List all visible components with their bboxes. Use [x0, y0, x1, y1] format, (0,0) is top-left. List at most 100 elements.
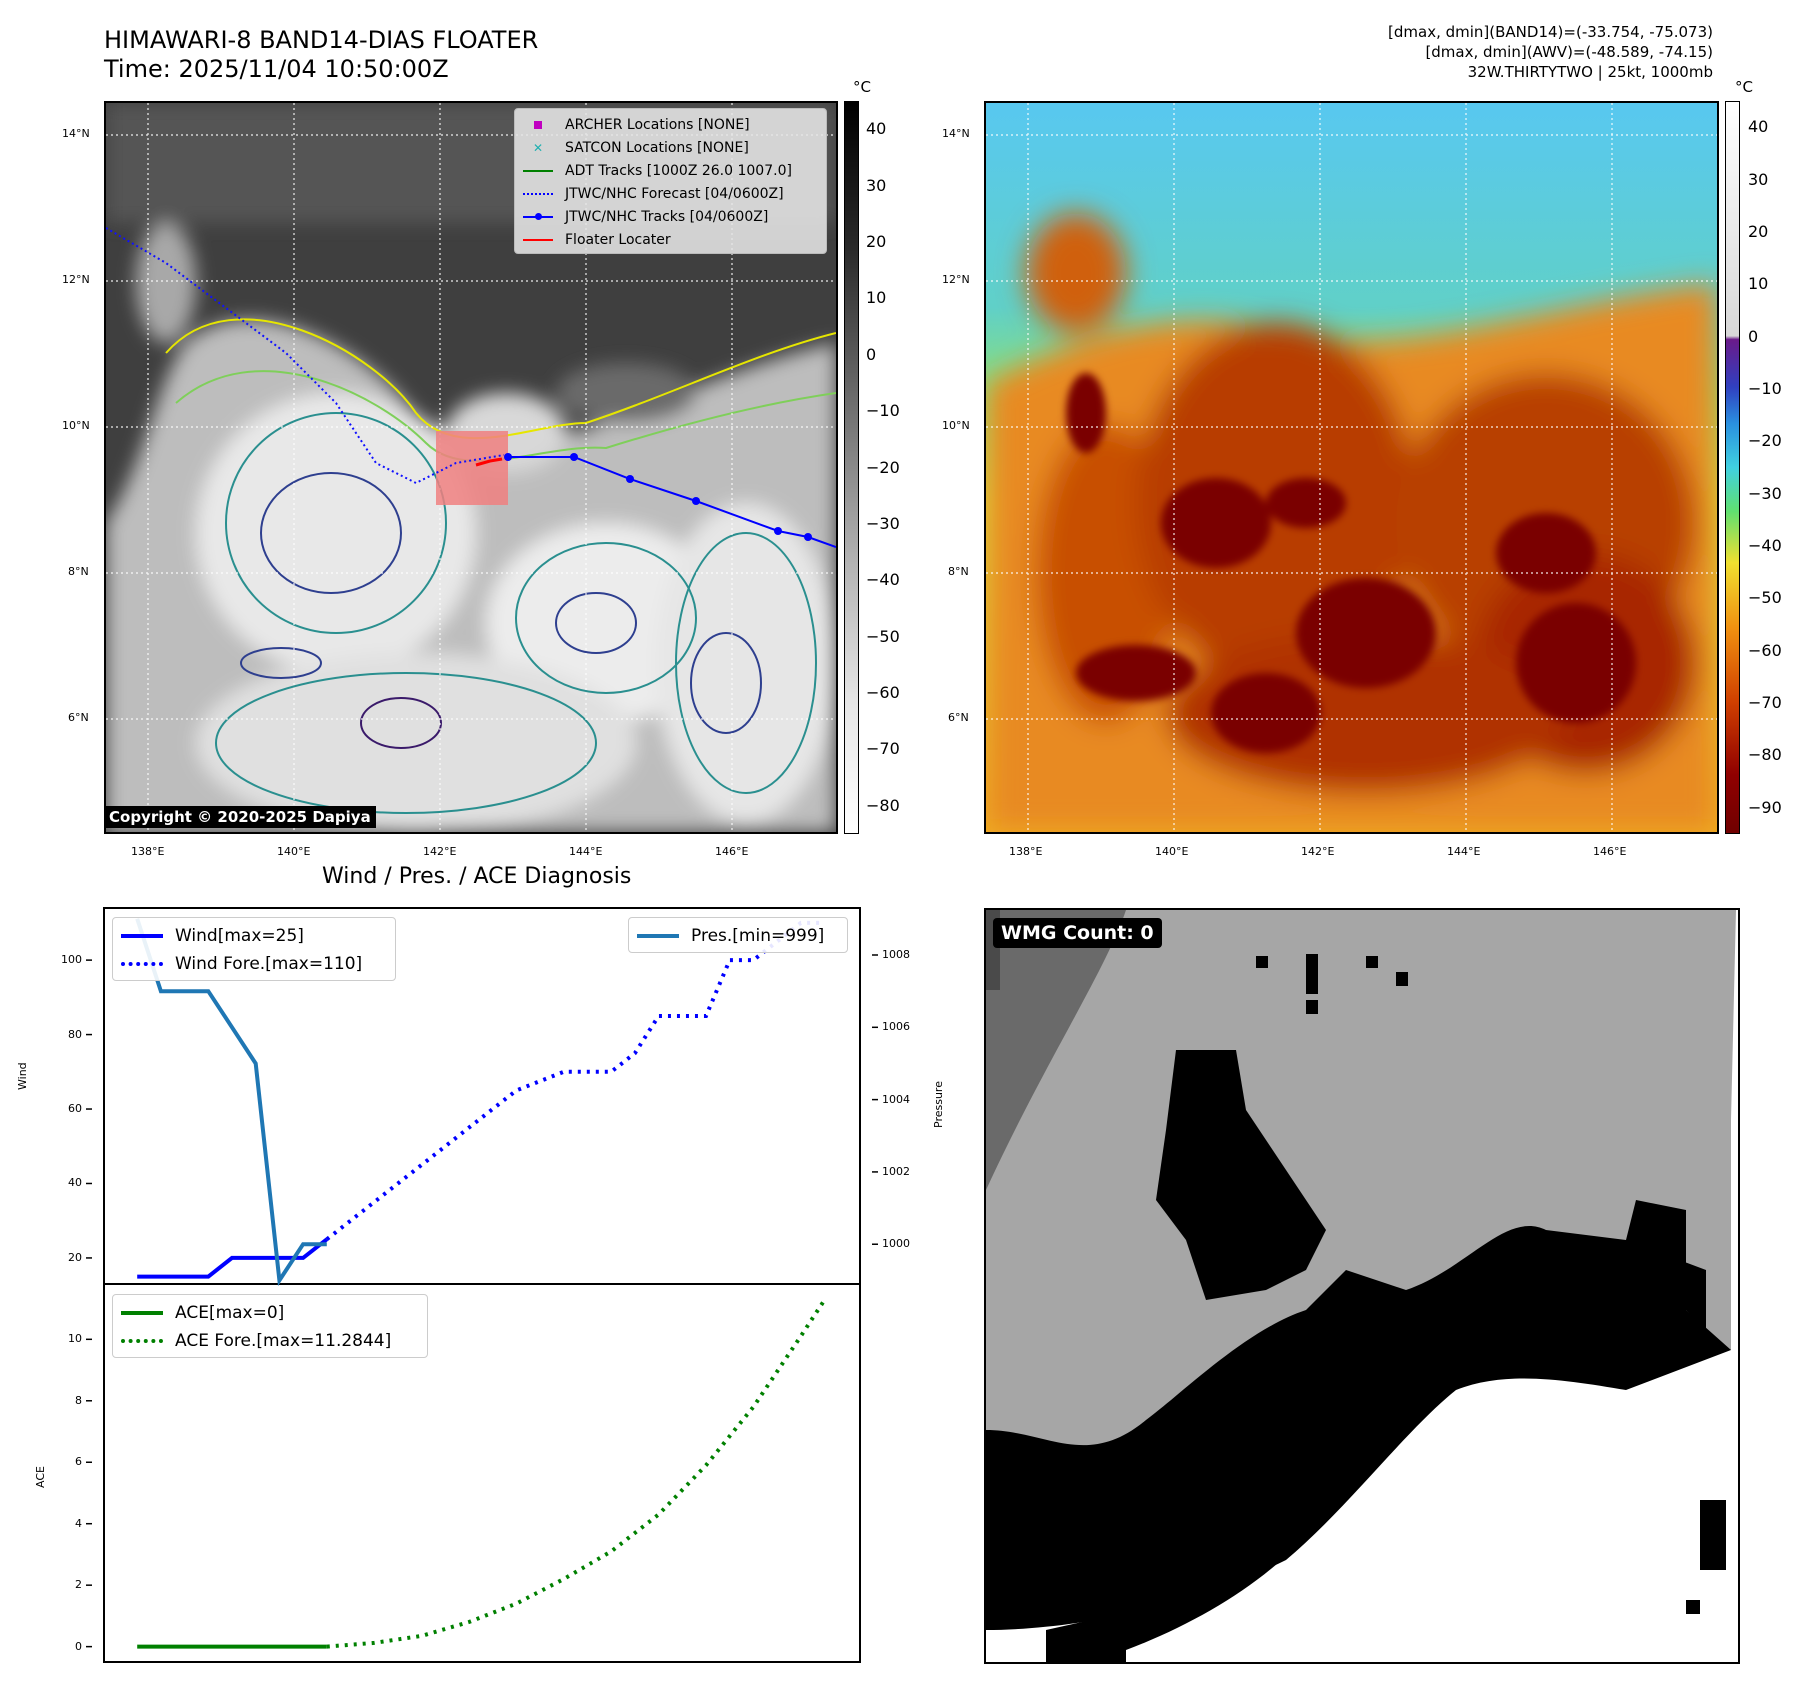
ace-tick: 10	[68, 1332, 82, 1346]
legend-forecast-swatch	[523, 187, 553, 201]
lat-label-12n: 12°N	[62, 273, 90, 286]
awv-colorbar-tick: −20	[1748, 431, 1782, 451]
copyright-label: Copyright © 2020-2025 Dapiya	[104, 806, 376, 828]
awv-colorbar-tick: −60	[1748, 640, 1782, 660]
band14-colorbar-tick: −60	[866, 683, 900, 703]
legend-forecast-label: JTWC/NHC Forecast [04/0600Z]	[565, 185, 784, 202]
legend-archer-swatch	[523, 118, 553, 132]
lon-label-140e: 140°E	[277, 845, 311, 858]
wind-tick: 20	[68, 1250, 82, 1264]
awv-colorbar-tick: 10	[1748, 274, 1769, 294]
floater-locater-box	[436, 431, 508, 505]
lat-label-10n: 10°N	[62, 419, 90, 432]
ace-legend: ACE[max=0] ACE Fore.[max=11.2844]	[112, 1294, 428, 1358]
legend-ace: ACE[max=0]	[121, 1299, 419, 1327]
lon-label-138e: 138°E	[131, 845, 165, 858]
legend-wind-swatch	[121, 934, 163, 938]
legend-ace-fore: ACE Fore.[max=11.2844]	[121, 1327, 419, 1355]
band14-legend: ARCHER Locations [NONE] ✕ SATCON Locatio…	[514, 108, 827, 254]
band14-colorbar-tick: 0	[866, 344, 877, 364]
stats-block: [dmax, dmin](BAND14)=(-33.754, -75.073) …	[1388, 22, 1713, 82]
jtwc-forecast-track	[106, 227, 505, 485]
legend-satcon: ✕ SATCON Locations [NONE]	[523, 136, 818, 159]
legend-pres: Pres.[min=999]	[637, 922, 839, 950]
legend-tracks-label: JTWC/NHC Tracks [04/0600Z]	[565, 208, 769, 225]
stats-line-3: 32W.THIRTYTWO | 25kt, 1000mb	[1467, 63, 1713, 81]
stats-line-1: [dmax, dmin](BAND14)=(-33.754, -75.073)	[1388, 23, 1713, 41]
awv-lon-label-138e: 138°E	[1009, 845, 1043, 858]
awv-lat-label-10n: 10°N	[942, 419, 970, 432]
band14-colorbar-tick: −20	[866, 457, 900, 477]
wind-series-0	[137, 1237, 329, 1279]
legend-wind-fore: Wind Fore.[max=110]	[121, 950, 387, 978]
legend-adt-label: ADT Tracks [1000Z 26.0 1007.0]	[565, 162, 792, 179]
ace-tick: 0	[75, 1639, 82, 1653]
awv-colorbar-tick: −30	[1748, 483, 1782, 503]
awv-map-panel	[984, 101, 1719, 834]
title-line-2: Time: 2025/11/04 10:50:00Z	[104, 55, 449, 83]
band14-colorbar	[844, 101, 859, 834]
lon-label-146e: 146°E	[715, 845, 749, 858]
awv-colorbar-tick: 30	[1748, 169, 1769, 189]
legend-wind-label: Wind[max=25]	[175, 926, 304, 946]
legend-floater-swatch	[523, 233, 553, 247]
wmg-panel	[984, 908, 1740, 1664]
legend-ace-swatch	[121, 1311, 163, 1315]
awv-colorbar-unit: °C	[1735, 78, 1753, 96]
wmg-imagery	[986, 910, 1738, 1662]
lon-label-144e: 144°E	[569, 845, 603, 858]
legend-satcon-swatch: ✕	[532, 140, 544, 155]
awv-lon-label-144e: 144°E	[1447, 845, 1481, 858]
band14-colorbar-tick: 20	[866, 231, 887, 251]
awv-colorbar-tick: −70	[1748, 693, 1782, 713]
pressure-tick: 1006	[882, 1020, 910, 1034]
pressure-tick: 1008	[882, 948, 910, 961]
legend-floater-label: Floater Locater	[565, 231, 671, 248]
lon-label-142e: 142°E	[423, 845, 457, 858]
awv-lon-label-142e: 142°E	[1301, 845, 1335, 858]
awv-colorbar-tick: −50	[1748, 588, 1782, 608]
lat-label-6n: 6°N	[68, 711, 89, 724]
awv-colorbar-tick: −40	[1748, 536, 1782, 556]
awv-colorbar-tick: 40	[1748, 117, 1769, 137]
awv-colorbar-tick: −90	[1748, 797, 1782, 817]
pressure-tick: 1002	[882, 1164, 910, 1178]
awv-lat-label-8n: 8°N	[948, 565, 969, 578]
band14-colorbar-tick: −30	[866, 513, 900, 533]
legend-ace-label: ACE[max=0]	[175, 1303, 285, 1323]
legend-adt-swatch	[523, 164, 553, 178]
band14-colorbar-unit: °C	[853, 78, 871, 96]
wind-legend: Wind[max=25] Wind Fore.[max=110]	[112, 917, 396, 981]
legend-wind-fore-swatch	[121, 962, 163, 966]
lat-label-8n: 8°N	[68, 565, 89, 578]
pressure-legend: Pres.[min=999]	[628, 917, 848, 953]
figure-title: HIMAWARI-8 BAND14-DIAS FLOATER Time: 202…	[104, 26, 538, 84]
legend-satcon-label: SATCON Locations [NONE]	[565, 139, 749, 156]
ace-plot-frame	[103, 1283, 861, 1663]
lat-label-14n: 14°N	[62, 127, 90, 140]
legend-ace-fore-swatch	[121, 1339, 163, 1343]
awv-lat-label-12n: 12°N	[942, 273, 970, 286]
band14-colorbar-tick: −80	[866, 795, 900, 815]
band14-colorbar-tick: −40	[866, 570, 900, 590]
wind-tick: 60	[68, 1102, 82, 1116]
ace-tick: 8	[75, 1393, 82, 1407]
pressure-tick: 1000	[882, 1237, 910, 1251]
band14-colorbar-tick: −50	[866, 626, 900, 646]
legend-tracks: JTWC/NHC Tracks [04/0600Z]	[523, 205, 818, 228]
legend-ace-fore-label: ACE Fore.[max=11.2844]	[175, 1331, 392, 1351]
awv-imagery	[986, 103, 1717, 832]
legend-floater: Floater Locater	[523, 228, 818, 251]
pressure-tick: 1004	[882, 1092, 910, 1106]
stats-line-2: [dmax, dmin](AWV)=(-48.589, -74.15)	[1425, 43, 1713, 61]
ace-layer	[137, 1298, 827, 1649]
wind-tick: 80	[68, 1027, 82, 1041]
pressure-series-0	[135, 918, 327, 1287]
awv-lon-label-146e: 146°E	[1593, 845, 1627, 858]
legend-forecast: JTWC/NHC Forecast [04/0600Z]	[523, 182, 818, 205]
wind-tick: 40	[68, 1176, 82, 1190]
legend-archer: ARCHER Locations [NONE]	[523, 113, 818, 136]
band14-colorbar-tick: −10	[866, 401, 900, 421]
legend-adt: ADT Tracks [1000Z 26.0 1007.0]	[523, 159, 818, 182]
band14-colorbar-tick: 10	[866, 288, 887, 308]
